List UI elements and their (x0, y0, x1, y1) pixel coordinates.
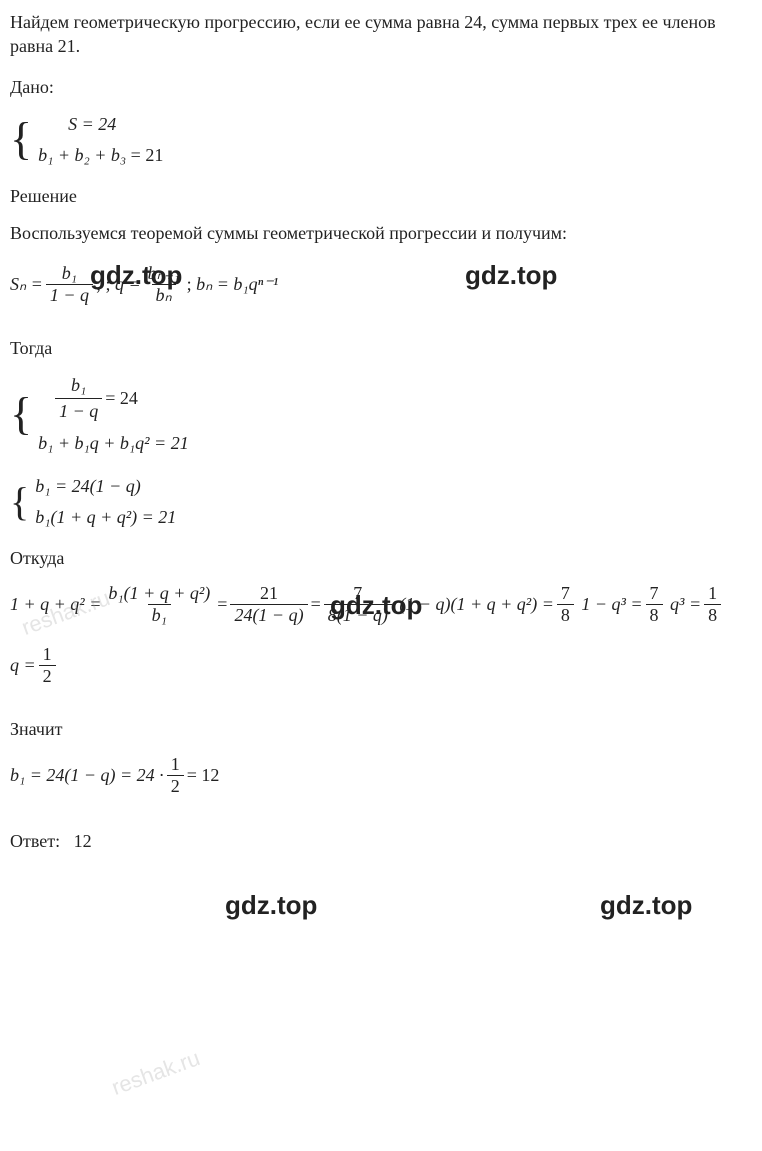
watermark-faint-text: reshak.ru (108, 1045, 203, 1101)
eq1-f2-num: 21 (256, 583, 282, 604)
q-den: bₙ (152, 284, 176, 306)
q-lhs: q = (115, 274, 141, 295)
eq3-den: 8 (646, 604, 663, 626)
eq2-num: 7 (557, 583, 574, 604)
final-den: 2 (167, 775, 184, 797)
eq1-f1-den: b₁ (148, 604, 171, 626)
eq5-den: 2 (39, 665, 56, 687)
sn-num: b₁ (58, 263, 81, 284)
problem-statement: Найдем геометрическую прогрессию, если е… (10, 10, 752, 59)
label-given: Дано: (10, 77, 752, 98)
answer-value: 12 (74, 831, 92, 851)
answer-prefix: Ответ: (10, 831, 60, 851)
eq1-mid2: = (311, 594, 321, 615)
eq3-num: 7 (646, 583, 663, 604)
derivation-eq3: 1 − q³ = 7 8 (581, 583, 665, 626)
eq2-lhs: (1 − q)(1 + q + q²) = (399, 594, 553, 615)
eq4-den: 8 (704, 604, 721, 626)
final-lhs: b₁ = 24(1 − q) = 24 · (10, 765, 164, 786)
brace-icon: { (10, 486, 29, 518)
sn-den: 1 − q (46, 284, 93, 306)
derivation-eq5: q = 1 2 (10, 644, 59, 687)
given-line-1: S = 24 (68, 114, 116, 134)
eq5-num: 1 (39, 644, 56, 665)
eq1-mid: = (217, 594, 227, 615)
formula-row: Sₙ = b₁ 1 − q ; ; q = bₙ₊₁ bₙ ; bₙ = b₁q… (10, 263, 278, 306)
eq4-num: 1 (704, 583, 721, 604)
label-whence: Откуда (10, 548, 752, 569)
given-line-2-rhs: = 21 (131, 145, 164, 165)
s2-l1: b₁ = 24(1 − q) (35, 474, 176, 499)
bn-formula: bₙ = b₁qⁿ⁻¹ (196, 274, 278, 295)
final-line: b₁ = 24(1 − q) = 24 · 1 2 = 12 (10, 754, 219, 797)
derivation-eq4: q³ = 1 8 (670, 583, 724, 626)
eq3-lhs: 1 − q³ = (581, 594, 642, 615)
watermark-text: gdz.top (600, 890, 692, 921)
watermark-text: gdz.top (465, 260, 557, 291)
q-num: bₙ₊₁ (144, 263, 184, 284)
s2-l2: b₁(1 + q + q²) = 21 (35, 505, 176, 530)
watermark-text: gdz.top (225, 890, 317, 921)
eq1-f3-den: 8(1 − q) (324, 604, 392, 626)
eq1-f3-num: 7 (349, 583, 366, 604)
final-tail: = 12 (187, 765, 220, 786)
final-num: 1 (167, 754, 184, 775)
brace-icon: { (10, 396, 32, 433)
given-line-2-lhs: b₁ + b₂ + b₃ (38, 145, 126, 165)
eq1-lhs: 1 + q + q² = (10, 594, 101, 615)
s1-l1-num: b₁ (67, 373, 90, 398)
eq4-lhs: q³ = (670, 594, 701, 615)
label-then: Тогда (10, 338, 752, 359)
sep-2: ; (187, 274, 192, 295)
label-solution: Решение (10, 186, 752, 207)
eq2-den: 8 (557, 604, 574, 626)
sn-lhs: Sₙ = (10, 274, 43, 295)
answer-line: Ответ: 12 (10, 831, 752, 852)
s1-l2: b₁ + b₁q + b₁q² = 21 (38, 431, 189, 456)
eq5-lhs: q = (10, 655, 36, 676)
given-system: { S = 24 b₁ + b₂ + b₃ = 21 (10, 112, 752, 168)
derivation-eq1: 1 + q + q² = b₁(1 + q + q²) b₁ = 21 24(1… (10, 583, 395, 626)
sep-1: ; ; (96, 274, 111, 295)
s1-l1-den: 1 − q (55, 398, 102, 424)
eq1-f1-num: b₁(1 + q + q²) (104, 583, 214, 604)
theorem-text: Воспользуемся теоремой суммы геометричес… (10, 221, 752, 245)
system-2: { b₁ = 24(1 − q) b₁(1 + q + q²) = 21 (10, 474, 752, 530)
label-therefore: Значит (10, 719, 752, 740)
brace-icon: { (10, 121, 32, 158)
derivation-eq2: (1 − q)(1 + q + q²) = 7 8 (399, 583, 576, 626)
s1-l1-rhs: = 24 (105, 386, 138, 411)
system-1: { b₁ 1 − q = 24 b₁ + b₁q + b₁q² = 21 (10, 373, 752, 456)
eq1-f2-den: 24(1 − q) (230, 604, 307, 626)
